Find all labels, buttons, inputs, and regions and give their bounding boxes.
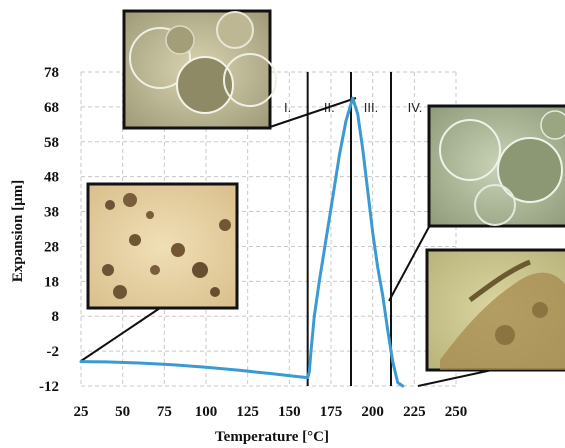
y-tick-label: 48	[44, 170, 59, 186]
y-tick-labels: 78 68 58 48 38 28 18 8 -2 -12	[39, 65, 59, 395]
region-label: I.	[284, 100, 291, 115]
region-dividers	[306, 72, 392, 386]
x-tick-label: 100	[195, 404, 218, 420]
x-tick-label: 225	[403, 404, 426, 420]
y-tick-label: 8	[52, 309, 60, 325]
inset-connectors	[80, 97, 493, 387]
y-tick-label: 58	[44, 135, 59, 151]
inset-particles-initial	[86, 182, 239, 310]
x-tick-label: 200	[361, 404, 384, 420]
y-tick-label: -2	[47, 344, 60, 360]
y-tick-label: 68	[44, 100, 59, 116]
inset-particles-expanded	[427, 104, 565, 228]
region-label: IV.	[408, 100, 423, 115]
x-tick-label: 125	[236, 404, 259, 420]
series-line	[79, 96, 405, 388]
y-tick-label: 38	[44, 205, 59, 221]
x-tick-label: 50	[115, 404, 130, 420]
x-tick-label: 175	[320, 404, 343, 420]
y-tick-label: 78	[44, 65, 59, 81]
x-tick-label: 250	[445, 404, 468, 420]
y-tick-label: -12	[39, 379, 59, 395]
x-tick-label: 25	[74, 404, 89, 420]
y-tick-label: 28	[44, 239, 59, 255]
inset-particles-peak	[122, 9, 277, 130]
connector-peak	[269, 97, 357, 128]
inset-particles-final	[425, 248, 565, 372]
x-tick-labels: 25 50 75 100 125 150 175 200 225 250	[74, 404, 468, 420]
y-axis-title: Expansion [µm]	[10, 180, 26, 282]
connector-initial	[80, 307, 161, 362]
x-axis-title: Temperature [°C]	[215, 429, 329, 445]
connector-expanded	[388, 224, 431, 302]
x-tick-label: 150	[278, 404, 301, 420]
region-label: III.	[364, 100, 378, 115]
x-tick-label: 75	[157, 404, 172, 420]
y-tick-label: 18	[44, 274, 59, 290]
connector-final	[417, 369, 493, 387]
